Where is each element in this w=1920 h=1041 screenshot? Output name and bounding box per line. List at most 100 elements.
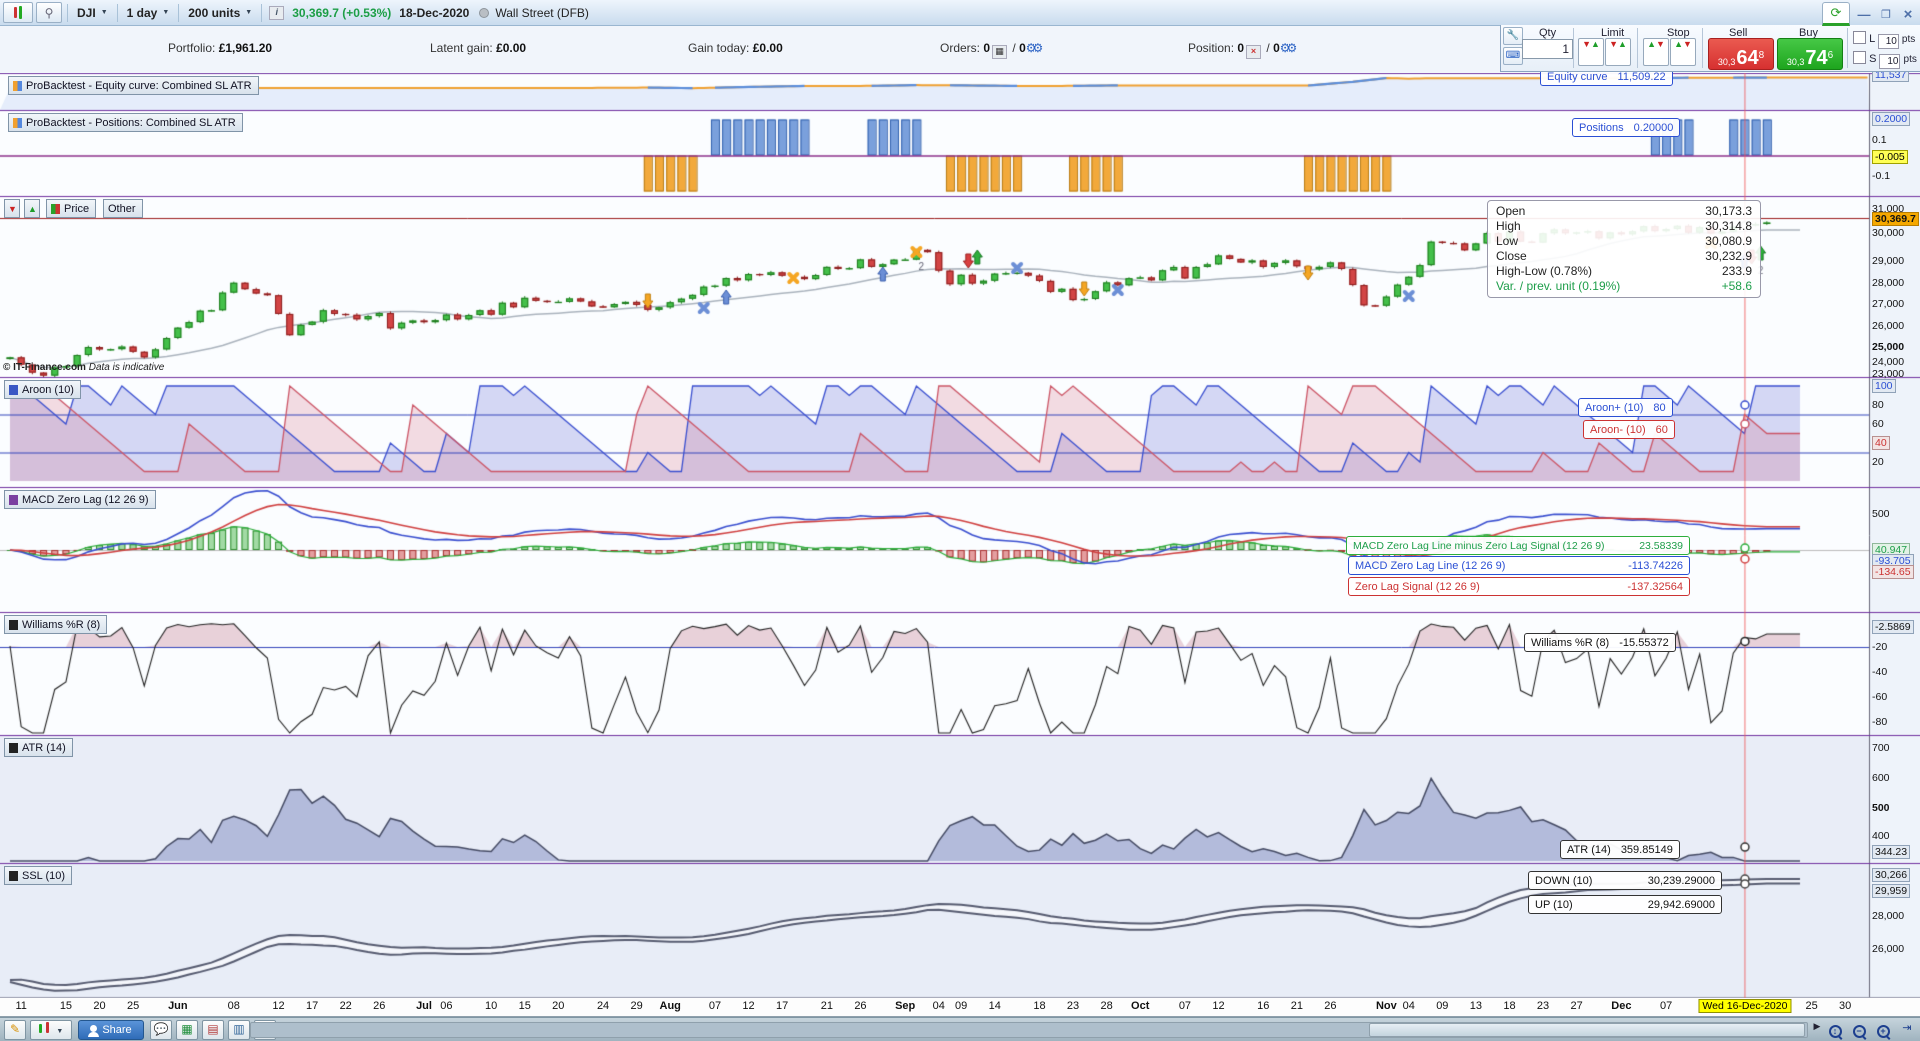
stop-buy-order-button[interactable]: ▲▼ bbox=[1670, 38, 1696, 66]
positions-tooltip: Positions 0.20000 bbox=[1572, 118, 1681, 137]
share-label: Share bbox=[102, 1024, 132, 1036]
orders-table-icon[interactable]: ▤ bbox=[202, 1020, 224, 1040]
scale-label: 0.2000 bbox=[1872, 112, 1911, 126]
chevron-down-icon: ▼ bbox=[56, 1028, 64, 1035]
equity-panel-header[interactable]: ProBacktest - Equity curve: Combined SL … bbox=[8, 76, 259, 95]
horizontal-scrollbar[interactable] bbox=[250, 1022, 1808, 1038]
quick-buy-tool[interactable]: ▲ bbox=[24, 199, 40, 218]
axis-label: 06 bbox=[440, 1000, 453, 1012]
close-position-icon[interactable]: × bbox=[1246, 45, 1262, 59]
buy-button[interactable]: 30,3 74 6 bbox=[1777, 38, 1843, 70]
scale-label: 29,000 bbox=[1872, 255, 1905, 267]
position-count: 0 bbox=[1237, 41, 1245, 55]
chart-style-icon[interactable] bbox=[3, 2, 33, 23]
share-button[interactable]: Share bbox=[78, 1020, 144, 1040]
stop-sell-order-button[interactable]: ▲▼ bbox=[1643, 38, 1669, 66]
red-candle-icon bbox=[14, 7, 17, 18]
chevron-down-icon: ▼ bbox=[245, 9, 253, 16]
bar-spacing-icon[interactable]: ⇥ bbox=[1902, 1022, 1912, 1034]
macd-diff-tooltip: MACD Zero Lag Line minus Zero Lag Signal… bbox=[1346, 536, 1690, 555]
trade-separator bbox=[1637, 28, 1638, 68]
orders-settings-icon[interactable]: ⚙⚙ bbox=[1025, 41, 1043, 55]
wrench-icon[interactable]: 🔧 bbox=[1503, 27, 1523, 45]
limit-points-input[interactable]: 10 bbox=[1877, 34, 1899, 49]
scale-label: -0.005 bbox=[1872, 150, 1908, 164]
latent-gain-field: Latent gain: £0.00 bbox=[430, 41, 527, 55]
zoom-in-icon[interactable]: + bbox=[1874, 1021, 1892, 1038]
zoom-out-icon[interactable]: − bbox=[1850, 1021, 1868, 1038]
restore-button[interactable]: ❐ bbox=[1881, 8, 1891, 21]
quantity-input[interactable]: 1 bbox=[1522, 39, 1573, 59]
date-axis[interactable]: 11 15 20 25 Jun 08 12 17 22 26 Jul 06 10 15 20 24 29 Aug 0… bbox=[0, 998, 1920, 1017]
chat-icon[interactable]: 💬 bbox=[150, 1020, 172, 1040]
ssl-panel-header[interactable]: SSL (10) bbox=[4, 866, 73, 885]
axis-label: 04 bbox=[1402, 1000, 1415, 1012]
limit-sell-order-button[interactable]: ▼▲ bbox=[1578, 38, 1604, 66]
scroll-right-icon[interactable]: ▶ bbox=[1813, 1021, 1821, 1031]
timeframe-dropdown[interactable]: 1 day ▼ bbox=[123, 3, 174, 22]
report-icon[interactable]: ▥ bbox=[228, 1020, 250, 1040]
macd-panel-header[interactable]: MACD Zero Lag (12 26 9) bbox=[4, 490, 156, 509]
axis-label: Aug bbox=[659, 1000, 681, 1012]
atr-icon bbox=[9, 742, 18, 753]
copyright-text: © IT-Finance.com bbox=[3, 362, 86, 373]
keyboard-icon[interactable]: ⌨ bbox=[1503, 47, 1523, 65]
scale-label: 23,000 bbox=[1872, 368, 1905, 380]
pin-icon[interactable]: ⚲ bbox=[36, 2, 62, 23]
scale-label: 30,369.7 bbox=[1872, 212, 1919, 226]
aroon-panel-header[interactable]: Aroon (10) bbox=[4, 380, 81, 399]
scale-label: 80 bbox=[1872, 399, 1884, 411]
positions-panel-header[interactable]: ProBacktest - Positions: Combined SL ATR bbox=[8, 113, 243, 132]
probacktest-icon bbox=[13, 117, 22, 128]
axis-label: 07 bbox=[1659, 1000, 1673, 1012]
limit-points-checkbox[interactable] bbox=[1853, 31, 1866, 44]
axis-label: 09 bbox=[1436, 1000, 1449, 1012]
macd-line-tooltip: MACD Zero Lag Line (12 26 9) -113.74226 bbox=[1348, 556, 1690, 575]
instrument-dropdown[interactable]: DJI ▼ bbox=[73, 3, 112, 22]
axis-label: 18 bbox=[1033, 1000, 1046, 1012]
tab-price[interactable]: Price bbox=[46, 199, 97, 218]
info-icon[interactable]: i bbox=[269, 5, 285, 20]
quotes-table-icon[interactable]: ▦ bbox=[176, 1020, 198, 1040]
buy-price-decimal: 6 bbox=[1827, 50, 1834, 61]
portfolio-value: £1,961.20 bbox=[218, 41, 273, 55]
limit-label: Limit bbox=[1601, 27, 1625, 39]
position-settings-icon[interactable]: ⚙⚙ bbox=[1279, 41, 1297, 55]
orders-list-icon[interactable]: ▦ bbox=[992, 45, 1008, 59]
axis-label: 11 bbox=[15, 1000, 27, 1012]
tab-price-label: Price bbox=[64, 202, 90, 215]
sell-button[interactable]: 30,3 64 8 bbox=[1708, 38, 1774, 70]
person-icon bbox=[88, 1024, 100, 1037]
scale-label: 500 bbox=[1872, 508, 1890, 520]
instrument-label: DJI bbox=[77, 5, 96, 20]
chart-type-button[interactable]: ▼ bbox=[30, 1020, 72, 1040]
zoom-fit-icon[interactable]: ↕ bbox=[1826, 1021, 1844, 1038]
axis-label: 26 bbox=[1324, 1000, 1337, 1012]
limit-buy-order-button[interactable]: ▼▲ bbox=[1605, 38, 1631, 66]
sell-arrow-icon: ▼ bbox=[8, 203, 17, 214]
williams-panel-header[interactable]: Williams %R (8) bbox=[4, 615, 108, 634]
qty-label: Qty bbox=[1539, 27, 1557, 39]
market-name: Wall Street (DFB) bbox=[495, 5, 589, 20]
ohlc-tooltip: Open 30,173.3 High 30,314.8 Low 30,080.9 Cl… bbox=[1487, 200, 1761, 298]
atr-panel-header[interactable]: ATR (14) bbox=[4, 738, 73, 757]
stop-points-input[interactable]: 10 bbox=[1879, 54, 1901, 69]
scrollbar-thumb[interactable] bbox=[1369, 1023, 1805, 1037]
draw-tool-icon[interactable]: ✎ bbox=[4, 1020, 26, 1040]
axis-label: 23 bbox=[1536, 1000, 1550, 1012]
atr-tooltip: ATR (14) 359.85149 bbox=[1560, 840, 1680, 859]
quick-sell-tool[interactable]: ▼ bbox=[4, 199, 20, 218]
refresh-icon[interactable]: ⟳ bbox=[1822, 2, 1850, 26]
scale-label: 27,000 bbox=[1872, 298, 1905, 310]
scale-label: 28,000 bbox=[1872, 910, 1905, 922]
buy-label: Buy bbox=[1799, 27, 1818, 39]
stop-points-checkbox[interactable] bbox=[1853, 51, 1866, 64]
units-label: 200 units bbox=[188, 5, 241, 20]
minimize-button[interactable]: — bbox=[1857, 6, 1871, 22]
close-button[interactable]: × bbox=[1903, 5, 1913, 23]
copyright-note: © IT-Finance.com Data is indicative bbox=[3, 362, 164, 373]
tab-other[interactable]: Other bbox=[103, 199, 143, 218]
scale-label: 29,959 bbox=[1872, 884, 1911, 898]
units-dropdown[interactable]: 200 units ▼ bbox=[184, 3, 256, 22]
